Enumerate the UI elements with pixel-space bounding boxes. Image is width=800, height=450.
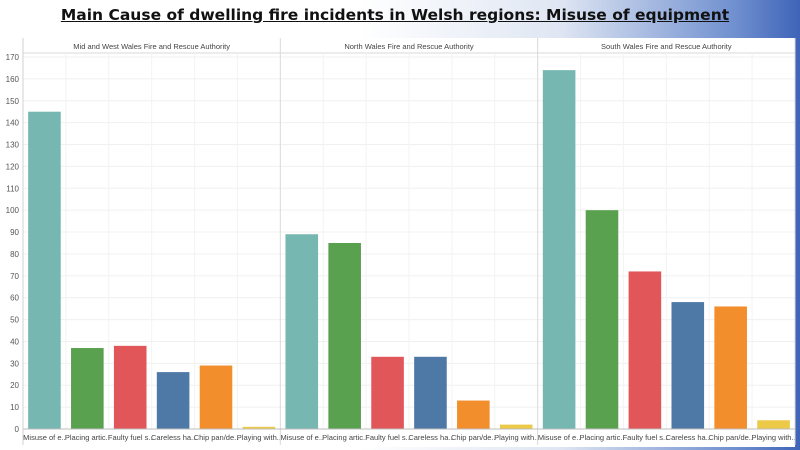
- y-tick-label: 20: [10, 381, 19, 390]
- y-tick-label: 150: [6, 97, 20, 106]
- bar-3-5: [714, 306, 747, 429]
- y-tick-label: 120: [6, 162, 20, 171]
- bar-1-6: [242, 426, 276, 429]
- panel-header: Mid and West Wales Fire and Rescue Autho…: [73, 42, 230, 51]
- bar-3-4: [671, 302, 705, 429]
- y-tick-label: 110: [6, 184, 19, 193]
- y-tick-label: 160: [6, 75, 20, 84]
- x-tick-label: Careless ha..: [408, 433, 452, 442]
- panel-header-band: [23, 38, 795, 53]
- x-tick-label: Careless ha..: [666, 433, 710, 442]
- bar-2-3: [371, 356, 404, 429]
- y-tick-label: 60: [10, 294, 19, 303]
- y-tick-label: 40: [10, 337, 19, 346]
- bar-2-5: [457, 400, 490, 429]
- y-tick-label: 70: [10, 272, 19, 281]
- y-tick-label: 50: [10, 316, 19, 325]
- y-tick-label: 90: [10, 228, 19, 237]
- x-tick-label: Chip pan/de..: [708, 433, 753, 442]
- y-tick-label: 170: [6, 53, 20, 62]
- y-tick-label: 0: [15, 425, 20, 434]
- bar-1-5: [199, 365, 233, 429]
- bar-2-6: [499, 424, 533, 429]
- bar-3-1: [542, 70, 576, 430]
- x-tick-label: Misuse of e..: [281, 433, 324, 442]
- bar-1-4: [156, 372, 190, 429]
- panel-header: North Wales Fire and Rescue Authority: [344, 42, 474, 51]
- bar-3-3: [628, 271, 662, 429]
- bar-chart: 0 10 20 30 40 50 60 70 80 90 100 110 120 130 140 150 160…: [6, 38, 796, 447]
- y-tick-label: 100: [6, 206, 20, 215]
- bar-3-2: [585, 210, 619, 429]
- bar-1-1: [28, 111, 61, 430]
- panel-header: South Wales Fire and Rescue Authority: [601, 42, 732, 51]
- x-tick-label: Misuse of e..: [23, 433, 66, 442]
- bar-1-2: [71, 348, 104, 429]
- y-tick-label: 10: [10, 403, 19, 412]
- y-tick-label: 130: [6, 141, 20, 150]
- x-tick-label: Playing with..: [494, 433, 538, 442]
- y-tick-label: 30: [10, 359, 19, 368]
- chart-title: Main Cause of dwelling fire incidents in…: [60, 6, 730, 24]
- x-tick-label: Faulty fuel s..: [365, 433, 410, 442]
- x-tick-label: Misuse of e..: [538, 433, 581, 442]
- x-tick-label: Faulty fuel s..: [108, 433, 153, 442]
- y-tick-label: 80: [10, 250, 19, 259]
- x-tick-label: Playing with..: [237, 433, 281, 442]
- x-tick-label: Chip pan/de..: [194, 433, 239, 442]
- bar-2-4: [414, 356, 447, 429]
- y-tick-label: 140: [6, 119, 20, 128]
- x-tick-label: Faulty fuel s..: [623, 433, 668, 442]
- bar-2-1: [285, 234, 319, 429]
- bar-1-3: [113, 345, 147, 429]
- x-tick-label: Placing artic..: [579, 433, 624, 442]
- x-tick-label: Placing artic..: [65, 433, 110, 442]
- x-tick-label: Placing artic..: [322, 433, 367, 442]
- bar-3-6: [757, 420, 790, 429]
- bar-2-2: [328, 243, 361, 429]
- x-tick-label: Careless ha..: [151, 433, 195, 442]
- x-tick-label: Playing with..: [751, 433, 795, 442]
- x-tick-label: Chip pan/de..: [451, 433, 496, 442]
